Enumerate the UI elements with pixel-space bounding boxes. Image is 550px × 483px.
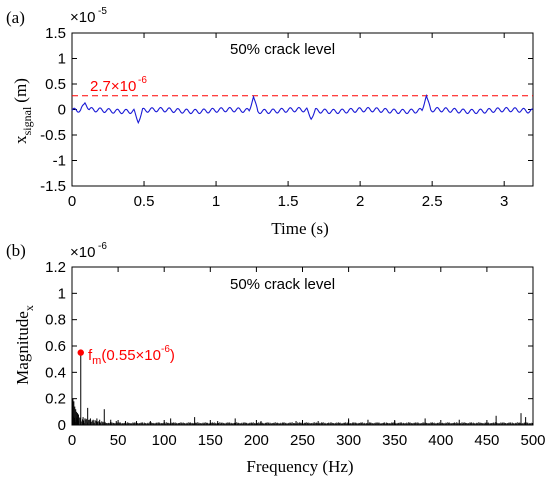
peak-label-close: ) xyxy=(170,347,175,364)
panel-b-y-exponent: ×10 -6 xyxy=(70,241,107,261)
y-tick-label: -1.5 xyxy=(40,178,66,195)
x-tick-label: 500 xyxy=(520,432,545,449)
x-tick-label: 1 xyxy=(212,193,220,210)
peak-label-value: (0.55×10 xyxy=(101,347,161,364)
x-tick-label: 150 xyxy=(198,432,223,449)
panel-b-y-axis-label-main: Magnitude xyxy=(13,311,32,385)
x-tick-label: 0 xyxy=(68,432,76,449)
panel-a-y-axis-label-sub: signal xyxy=(20,106,34,135)
x-tick-label: 250 xyxy=(290,432,315,449)
x-tick-label: 1.5 xyxy=(278,193,299,210)
x-tick-label: 200 xyxy=(244,432,269,449)
svg-text:xsignal(m): xsignal (m) xyxy=(11,78,34,144)
panel-b-y-exponent-base: ×10 xyxy=(70,244,95,261)
x-tick-label: 3 xyxy=(500,193,508,210)
x-tick-label: 450 xyxy=(474,432,499,449)
panel-a-y-exponent: ×10 -5 xyxy=(70,6,107,26)
y-tick-label: 0.4 xyxy=(45,364,66,381)
y-tick-label: 1.2 xyxy=(45,259,66,276)
panel-a-y-axis-label-unit: (m) xyxy=(11,78,30,103)
svg-text:fm(0.55×10-6): fm(0.55×10-6) xyxy=(88,344,175,367)
panel-b: (b) ×10 -6 0 50 100 150 200 250 300 350 400 450 50… xyxy=(6,241,546,476)
y-tick-label: 0.2 xyxy=(45,391,66,408)
panel-a-tick-labels: 0 0.5 1 1.5 2 2.5 3 -1.5 -1 -0.5 0 0.5 1 1.5 xyxy=(40,25,508,210)
panel-b-y-axis-label-sub: x xyxy=(22,305,36,311)
x-tick-label: 400 xyxy=(428,432,453,449)
y-tick-label: 1.5 xyxy=(45,25,66,42)
panel-a-y-axis-label-main: x xyxy=(11,135,30,144)
peak-label-power: -6 xyxy=(161,344,170,355)
threshold-label-base: 2.7×10 xyxy=(90,78,136,95)
panel-a-title: 50% crack level xyxy=(230,41,335,58)
panel-a-y-exponent-base: ×10 xyxy=(70,9,95,26)
y-tick-label: -0.5 xyxy=(40,127,66,144)
panel-b-title: 50% crack level xyxy=(230,276,335,293)
y-tick-label: 0.6 xyxy=(45,338,66,355)
y-tick-label: -1 xyxy=(53,153,66,170)
x-tick-label: 350 xyxy=(382,432,407,449)
y-tick-label: 1 xyxy=(58,51,66,68)
x-tick-label: 300 xyxy=(336,432,361,449)
x-tick-label: 50 xyxy=(110,432,127,449)
panel-a-y-axis-label: xsignal (m) xyxy=(11,78,34,144)
spectrum-noise-floor xyxy=(71,416,533,425)
panel-a-y-exponent-power: -5 xyxy=(98,6,107,17)
peak-marker xyxy=(77,349,84,356)
signal-series-line xyxy=(71,93,534,125)
panel-a-x-axis-label: Time (s) xyxy=(271,219,328,238)
threshold-label-power: -6 xyxy=(138,75,147,86)
threshold-label: 2.7×10 -6 xyxy=(90,75,147,95)
y-tick-label: 0 xyxy=(58,102,66,119)
y-tick-label: 1 xyxy=(58,285,66,302)
x-tick-label: 100 xyxy=(152,432,177,449)
y-tick-label: 0.8 xyxy=(45,312,66,329)
panel-b-tick-labels: 0 50 100 150 200 250 300 350 400 450 500 0 0.2 0.4 0.6… xyxy=(45,259,545,449)
y-tick-label: 0.5 xyxy=(45,76,66,93)
x-tick-label: 2 xyxy=(356,193,364,210)
x-tick-label: 2.5 xyxy=(422,193,443,210)
svg-text:Magnitudex: Magnitudex xyxy=(13,305,36,385)
panel-a: (a) ×10 -5 0 0.5 1 1.5 2 2.5 3 -1.5 -1 -0.5 0 0.5 1 1… xyxy=(6,6,534,238)
x-tick-label: 0 xyxy=(68,193,76,210)
peak-label-sub: m xyxy=(92,355,101,367)
panel-b-x-axis-label: Frequency (Hz) xyxy=(246,457,353,476)
panel-b-label: (b) xyxy=(6,241,26,260)
y-tick-label: 0 xyxy=(58,417,66,434)
panel-b-y-exponent-power: -6 xyxy=(98,241,107,252)
panel-b-y-axis-label: Magnitudex xyxy=(13,305,36,385)
spectrum-series xyxy=(71,352,533,425)
x-tick-label: 0.5 xyxy=(134,193,155,210)
peak-label: fm(0.55×10-6) xyxy=(88,344,175,367)
panel-a-axes xyxy=(71,32,534,187)
peak-label-f: f xyxy=(88,347,93,364)
panel-a-label: (a) xyxy=(6,8,25,27)
